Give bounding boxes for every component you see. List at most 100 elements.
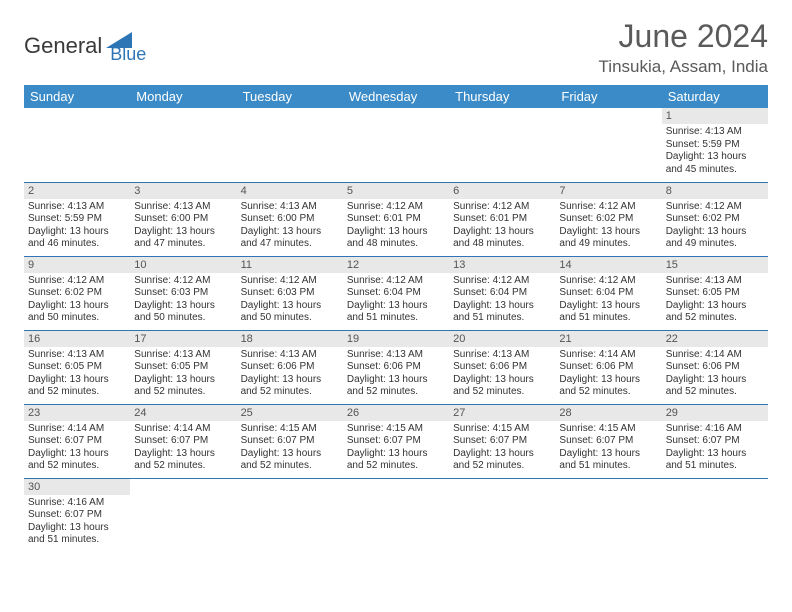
calendar-cell: 25Sunrise: 4:15 AMSunset: 6:07 PMDayligh… [237, 404, 343, 478]
calendar-page: General Blue June 2024 Tinsukia, Assam, … [0, 0, 792, 570]
calendar-cell: 30Sunrise: 4:16 AMSunset: 6:07 PMDayligh… [24, 478, 130, 552]
day-number: 28 [555, 405, 661, 421]
day-details: Sunrise: 4:13 AMSunset: 6:06 PMDaylight:… [237, 347, 343, 403]
day-details: Sunrise: 4:12 AMSunset: 6:02 PMDaylight:… [24, 273, 130, 329]
calendar-cell [237, 108, 343, 182]
calendar-cell: 28Sunrise: 4:15 AMSunset: 6:07 PMDayligh… [555, 404, 661, 478]
weekday-header: Thursday [449, 85, 555, 108]
calendar-body: 1Sunrise: 4:13 AMSunset: 5:59 PMDaylight… [24, 108, 768, 552]
location-subtitle: Tinsukia, Assam, India [599, 57, 768, 77]
calendar-cell: 7Sunrise: 4:12 AMSunset: 6:02 PMDaylight… [555, 182, 661, 256]
calendar-cell: 15Sunrise: 4:13 AMSunset: 6:05 PMDayligh… [662, 256, 768, 330]
day-number: 2 [24, 183, 130, 199]
calendar-cell [130, 478, 236, 552]
day-details: Sunrise: 4:13 AMSunset: 6:06 PMDaylight:… [449, 347, 555, 403]
calendar-cell: 8Sunrise: 4:12 AMSunset: 6:02 PMDaylight… [662, 182, 768, 256]
day-number: 13 [449, 257, 555, 273]
brand-text-2: Blue [110, 44, 146, 65]
weekday-header: Saturday [662, 85, 768, 108]
weekday-header: Sunday [24, 85, 130, 108]
day-details: Sunrise: 4:13 AMSunset: 5:59 PMDaylight:… [24, 199, 130, 255]
day-details: Sunrise: 4:13 AMSunset: 5:59 PMDaylight:… [662, 124, 768, 180]
day-number: 24 [130, 405, 236, 421]
brand-logo: General Blue [24, 26, 146, 65]
title-block: June 2024 Tinsukia, Assam, India [599, 18, 768, 77]
day-details: Sunrise: 4:15 AMSunset: 6:07 PMDaylight:… [343, 421, 449, 477]
header: General Blue June 2024 Tinsukia, Assam, … [24, 18, 768, 77]
day-number: 9 [24, 257, 130, 273]
month-title: June 2024 [599, 18, 768, 55]
calendar-cell: 11Sunrise: 4:12 AMSunset: 6:03 PMDayligh… [237, 256, 343, 330]
calendar-cell: 10Sunrise: 4:12 AMSunset: 6:03 PMDayligh… [130, 256, 236, 330]
calendar-cell: 23Sunrise: 4:14 AMSunset: 6:07 PMDayligh… [24, 404, 130, 478]
day-number: 6 [449, 183, 555, 199]
day-details: Sunrise: 4:13 AMSunset: 6:05 PMDaylight:… [662, 273, 768, 329]
day-details: Sunrise: 4:12 AMSunset: 6:03 PMDaylight:… [237, 273, 343, 329]
day-details: Sunrise: 4:12 AMSunset: 6:01 PMDaylight:… [343, 199, 449, 255]
day-number: 29 [662, 405, 768, 421]
weekday-header: Friday [555, 85, 661, 108]
calendar-cell: 5Sunrise: 4:12 AMSunset: 6:01 PMDaylight… [343, 182, 449, 256]
calendar-cell: 13Sunrise: 4:12 AMSunset: 6:04 PMDayligh… [449, 256, 555, 330]
day-details: Sunrise: 4:14 AMSunset: 6:07 PMDaylight:… [24, 421, 130, 477]
day-number: 26 [343, 405, 449, 421]
calendar-cell: 29Sunrise: 4:16 AMSunset: 6:07 PMDayligh… [662, 404, 768, 478]
day-details: Sunrise: 4:16 AMSunset: 6:07 PMDaylight:… [24, 495, 130, 551]
day-details: Sunrise: 4:14 AMSunset: 6:06 PMDaylight:… [555, 347, 661, 403]
calendar-cell: 3Sunrise: 4:13 AMSunset: 6:00 PMDaylight… [130, 182, 236, 256]
calendar-row: 16Sunrise: 4:13 AMSunset: 6:05 PMDayligh… [24, 330, 768, 404]
calendar-cell: 17Sunrise: 4:13 AMSunset: 6:05 PMDayligh… [130, 330, 236, 404]
day-details: Sunrise: 4:12 AMSunset: 6:02 PMDaylight:… [662, 199, 768, 255]
day-number: 20 [449, 331, 555, 347]
calendar-cell: 19Sunrise: 4:13 AMSunset: 6:06 PMDayligh… [343, 330, 449, 404]
calendar-cell [130, 108, 236, 182]
day-details: Sunrise: 4:12 AMSunset: 6:02 PMDaylight:… [555, 199, 661, 255]
day-details: Sunrise: 4:12 AMSunset: 6:04 PMDaylight:… [449, 273, 555, 329]
calendar-cell: 16Sunrise: 4:13 AMSunset: 6:05 PMDayligh… [24, 330, 130, 404]
day-number: 7 [555, 183, 661, 199]
day-details: Sunrise: 4:12 AMSunset: 6:04 PMDaylight:… [343, 273, 449, 329]
weekday-header: Wednesday [343, 85, 449, 108]
day-number: 14 [555, 257, 661, 273]
calendar-cell [449, 108, 555, 182]
day-number: 27 [449, 405, 555, 421]
day-number: 21 [555, 331, 661, 347]
calendar-cell [662, 478, 768, 552]
day-number: 25 [237, 405, 343, 421]
calendar-cell: 18Sunrise: 4:13 AMSunset: 6:06 PMDayligh… [237, 330, 343, 404]
calendar-cell [555, 478, 661, 552]
day-number: 3 [130, 183, 236, 199]
day-number: 17 [130, 331, 236, 347]
day-details: Sunrise: 4:13 AMSunset: 6:06 PMDaylight:… [343, 347, 449, 403]
calendar-cell [449, 478, 555, 552]
calendar-cell [343, 478, 449, 552]
day-number: 4 [237, 183, 343, 199]
calendar-cell: 9Sunrise: 4:12 AMSunset: 6:02 PMDaylight… [24, 256, 130, 330]
day-details: Sunrise: 4:12 AMSunset: 6:03 PMDaylight:… [130, 273, 236, 329]
calendar-cell: 24Sunrise: 4:14 AMSunset: 6:07 PMDayligh… [130, 404, 236, 478]
weekday-header-row: Sunday Monday Tuesday Wednesday Thursday… [24, 85, 768, 108]
calendar-cell [555, 108, 661, 182]
day-number: 8 [662, 183, 768, 199]
calendar-table: Sunday Monday Tuesday Wednesday Thursday… [24, 85, 768, 552]
calendar-cell: 12Sunrise: 4:12 AMSunset: 6:04 PMDayligh… [343, 256, 449, 330]
day-number: 5 [343, 183, 449, 199]
day-number: 23 [24, 405, 130, 421]
day-number: 1 [662, 108, 768, 124]
calendar-cell [343, 108, 449, 182]
weekday-header: Tuesday [237, 85, 343, 108]
day-details: Sunrise: 4:12 AMSunset: 6:04 PMDaylight:… [555, 273, 661, 329]
day-number: 30 [24, 479, 130, 495]
calendar-row: 23Sunrise: 4:14 AMSunset: 6:07 PMDayligh… [24, 404, 768, 478]
calendar-cell: 20Sunrise: 4:13 AMSunset: 6:06 PMDayligh… [449, 330, 555, 404]
calendar-cell [24, 108, 130, 182]
calendar-cell: 22Sunrise: 4:14 AMSunset: 6:06 PMDayligh… [662, 330, 768, 404]
calendar-cell: 4Sunrise: 4:13 AMSunset: 6:00 PMDaylight… [237, 182, 343, 256]
calendar-cell: 27Sunrise: 4:15 AMSunset: 6:07 PMDayligh… [449, 404, 555, 478]
day-details: Sunrise: 4:15 AMSunset: 6:07 PMDaylight:… [555, 421, 661, 477]
day-details: Sunrise: 4:13 AMSunset: 6:00 PMDaylight:… [237, 199, 343, 255]
calendar-cell: 6Sunrise: 4:12 AMSunset: 6:01 PMDaylight… [449, 182, 555, 256]
day-details: Sunrise: 4:15 AMSunset: 6:07 PMDaylight:… [449, 421, 555, 477]
calendar-cell: 21Sunrise: 4:14 AMSunset: 6:06 PMDayligh… [555, 330, 661, 404]
day-details: Sunrise: 4:14 AMSunset: 6:07 PMDaylight:… [130, 421, 236, 477]
